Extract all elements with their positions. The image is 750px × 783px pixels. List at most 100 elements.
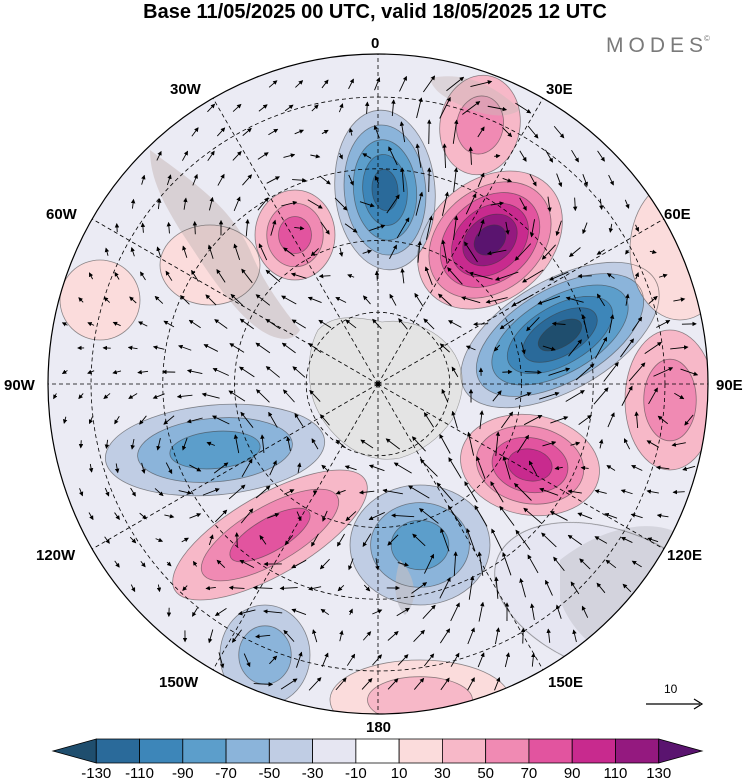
wind-vector [624, 199, 630, 209]
wind-vector [575, 363, 595, 381]
wind-vector [628, 362, 646, 382]
wind-vector [527, 125, 539, 139]
wind-vector [524, 369, 542, 375]
wind-vector [239, 366, 255, 378]
map-boundary [47, 53, 709, 715]
wind-vector [477, 652, 485, 668]
wind-vector [477, 551, 484, 576]
wind-vector [292, 177, 307, 183]
wind-vector [192, 173, 198, 186]
wind-vector [112, 321, 121, 327]
wind-vector [511, 293, 534, 307]
wind-vector [130, 584, 136, 593]
wind-vector [140, 222, 146, 233]
wind-vector [104, 487, 110, 497]
wind-vector [362, 249, 373, 254]
wind-vector [186, 417, 203, 424]
wind-vector [608, 174, 614, 186]
wind-vector [426, 119, 432, 145]
wind-vector [188, 319, 201, 329]
wind-vector [104, 439, 110, 449]
wind-vector [114, 463, 120, 474]
wind-vector [231, 629, 242, 643]
wind-vector [345, 511, 357, 522]
wind-vector [207, 150, 215, 162]
wind-vector [653, 367, 674, 377]
wind-vector [393, 462, 412, 474]
wind-vector [670, 345, 689, 350]
wind-vector [375, 558, 380, 571]
wind-vector [166, 174, 172, 186]
colorbar-tick-label: 130 [646, 765, 672, 782]
wind-vector [487, 105, 508, 112]
wind-vector [419, 458, 438, 477]
wind-vector [529, 219, 535, 238]
wind-vector [502, 177, 513, 183]
wind-vector [582, 222, 588, 235]
wind-vector [388, 146, 398, 166]
wind-vector [672, 489, 685, 495]
anomaly-blob [229, 508, 311, 562]
wind-vector [673, 297, 686, 302]
colorbar-swatch [312, 738, 357, 764]
wind-vector [442, 143, 447, 169]
wind-vector [208, 534, 214, 546]
wind-vector [530, 603, 535, 621]
lon-label-30w: 30W [170, 81, 201, 98]
wind-vector [189, 513, 202, 519]
wind-vector [368, 464, 385, 472]
wind-vector [286, 436, 291, 452]
wind-vector [649, 249, 657, 255]
wind-vector [216, 127, 226, 137]
contour-line [439, 74, 521, 176]
wind-vector [237, 609, 256, 616]
wind-vector [372, 609, 383, 615]
wind-vector [163, 320, 175, 328]
wind-vector [319, 558, 330, 570]
wind-vector [537, 295, 561, 305]
contour-line [522, 307, 598, 363]
lon-label-0: 0 [371, 35, 380, 52]
wind-vector [437, 293, 452, 307]
wind-vector [361, 678, 373, 690]
wind-vector [114, 223, 120, 233]
wind-vector [477, 126, 485, 138]
colorbar-tick-label: 70 [520, 765, 538, 782]
wind-vector [362, 153, 372, 159]
wind-vector [499, 505, 515, 526]
contour-line [506, 295, 614, 375]
colorbar-swatch [528, 738, 573, 764]
wind-vector [478, 601, 485, 622]
wind-vector [104, 247, 110, 256]
wind-vector [114, 512, 120, 521]
wind-vector [517, 434, 529, 453]
anomaly-blob [538, 319, 582, 351]
wind-vector [502, 455, 511, 480]
wind-vector [539, 487, 559, 496]
wind-vector [348, 558, 354, 571]
contour-line [59, 259, 141, 341]
wind-vector [214, 319, 228, 329]
wind-vector [182, 245, 188, 258]
wind-vector [156, 246, 162, 258]
wind-vector [594, 489, 607, 494]
wind-vector [382, 488, 403, 495]
anomaly-blob [169, 431, 261, 469]
colorbar-tick-label: 30 [434, 765, 451, 782]
wind-vector [295, 80, 304, 88]
wind-vector [112, 369, 122, 375]
wind-vector [580, 465, 589, 471]
colorbar-tick-label: -110 [125, 765, 154, 782]
wind-vector [596, 293, 606, 307]
wind-vector [529, 173, 537, 187]
colorbar [51, 738, 704, 764]
wind-vector [468, 271, 493, 280]
wind-vector [413, 677, 425, 690]
wind-vector [307, 296, 322, 303]
contour-line [475, 273, 645, 397]
wind-vector [308, 342, 322, 353]
wind-vector [656, 320, 671, 328]
wind-vector [345, 319, 357, 329]
wind-vector [292, 366, 306, 378]
wind-vector [491, 528, 503, 551]
